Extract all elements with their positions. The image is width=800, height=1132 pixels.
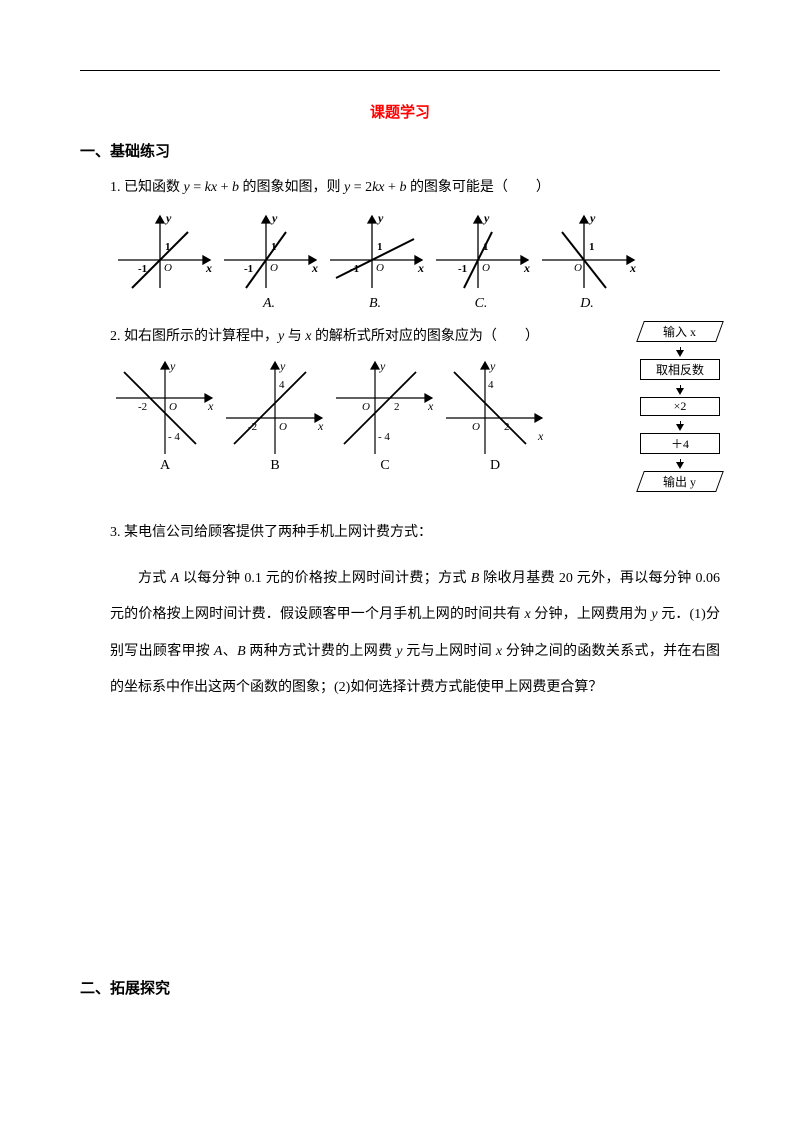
svg-text:-1: -1 [458,263,467,275]
q2-graph-row: y x O -2 - 4 A y [110,358,636,474]
svg-text:x: x [427,399,434,413]
svg-text:x: x [311,261,318,275]
origin-label: O [164,262,172,274]
q1-opt-d: D. [580,296,594,311]
svg-text:4: 4 [488,379,494,391]
svg-text:x: x [207,399,214,413]
q1-eq2b: = 2 [350,180,372,195]
q3-line1: 3. 某电信公司给顾客提供了两种手机上网计费方式： [110,515,720,551]
svg-text:y: y [588,211,596,225]
q1-eq2d: + [385,180,400,195]
flow-input: 输入 x [636,321,724,342]
svg-text:y: y [379,359,386,373]
q1-graph-a: y x O 1 -1 [216,210,322,292]
svg-text:1: 1 [271,241,277,253]
q1-graph-c: y x O 1 -1 [428,210,534,292]
svg-text:y: y [489,359,496,373]
svg-text:-2: -2 [248,421,257,433]
q2-opt-b: B [220,458,330,474]
q2-opt-c: C [330,458,440,474]
flow-output: 输出 y [636,471,724,492]
svg-text:O: O [270,262,278,274]
q3-body: 方式 A 以每分钟 0.1 元的价格按上网时间计费；方式 B 除收月基费 20 … [110,561,720,707]
q1-graph-row: y x O 1 -1 y x O 1 -1 [110,210,720,292]
svg-text:4: 4 [279,379,285,391]
svg-text:O: O [482,262,490,274]
q1-t3: 的图象可能是（ ） [406,180,550,195]
q2-graph-d: y x O 2 4 D [440,358,550,474]
svg-text:x: x [523,261,530,275]
q1-t1: 1. 已知函数 [110,180,184,195]
q1-ref-graph: y x O 1 -1 [110,210,216,292]
svg-text:O: O [169,401,177,413]
q1-graph-b: y x O 1 -1 [322,210,428,292]
svg-text:-1: -1 [244,263,253,275]
q2-graph-b: y x O -2 4 B [220,358,330,474]
q2-text: 2. 如右图所示的计算程中，y 与 x 的解析式所对应的图象应为（ ） [110,324,636,351]
svg-text:y: y [376,211,384,225]
svg-text:1: 1 [377,241,383,253]
q2-t2: 与 [284,329,305,344]
q1-kx1: kx [205,180,217,195]
svg-text:x: x [317,419,324,433]
q1-option-row: A. B. C. D. [110,296,720,312]
top-rule [80,70,720,71]
svg-text:y: y [270,211,278,225]
svg-text:1: 1 [165,241,171,253]
svg-text:O: O [376,262,384,274]
q1-text: 1. 已知函数 y = kx + b 的图象如图，则 y = 2kx + b 的… [110,175,720,202]
flow-step2: ×2 [640,397,720,416]
q1-opt-a: A. [263,296,275,311]
svg-text:2: 2 [504,421,510,433]
section-2-heading: 二、拓展探究 [80,977,720,998]
svg-text:y: y [279,359,286,373]
q2-opt-d: D [440,458,550,474]
svg-text:x: x [629,261,636,275]
svg-text:O: O [362,401,370,413]
svg-text:2: 2 [394,401,400,413]
flow-step3: ＋4 [640,433,720,454]
q2-t1: 2. 如右图所示的计算程中， [110,329,278,344]
section-1-heading: 一、基础练习 [80,140,720,161]
q2-opt-a: A [110,458,220,474]
q1-eq1d: + [217,180,232,195]
svg-text:-2: -2 [138,401,147,413]
svg-text:1: 1 [589,241,595,253]
svg-text:1: 1 [483,241,489,253]
page: 课题学习 一、基础练习 1. 已知函数 y = kx + b 的图象如图，则 y… [0,0,800,1052]
page-title: 课题学习 [80,101,720,122]
spacer [80,707,720,967]
q1-opt-c: C. [475,296,488,311]
svg-text:y: y [169,359,176,373]
q1-b1: b [232,180,239,195]
svg-text:O: O [574,262,582,274]
q2-flowchart: 输入 x 取相反数 ×2 ＋4 输出 y [640,316,720,497]
flow-step1: 取相反数 [640,359,720,380]
q2-t3: 的解析式所对应的图象应为（ ） [311,329,539,344]
svg-text:-1: -1 [350,263,359,275]
svg-text:x: x [417,261,424,275]
axis-x-label: x [205,261,212,275]
q1-opt-b: B. [369,296,381,311]
svg-text:x: x [537,429,544,443]
axis-y-label: y [164,211,172,225]
svg-text:- 4: - 4 [378,431,390,443]
svg-text:O: O [472,421,480,433]
q1-t2: 的图象如图，则 [239,180,344,195]
q1-kx2: kx [372,180,384,195]
q1-eq1b: = [190,180,205,195]
svg-text:y: y [482,211,490,225]
svg-text:-1: -1 [138,263,147,275]
svg-text:- 4: - 4 [168,431,180,443]
q2-graph-a: y x O -2 - 4 A [110,358,220,474]
q1-graph-d: y x O 1 [534,210,640,292]
q2-graph-c: y x O 2 - 4 C [330,358,440,474]
svg-text:O: O [279,421,287,433]
